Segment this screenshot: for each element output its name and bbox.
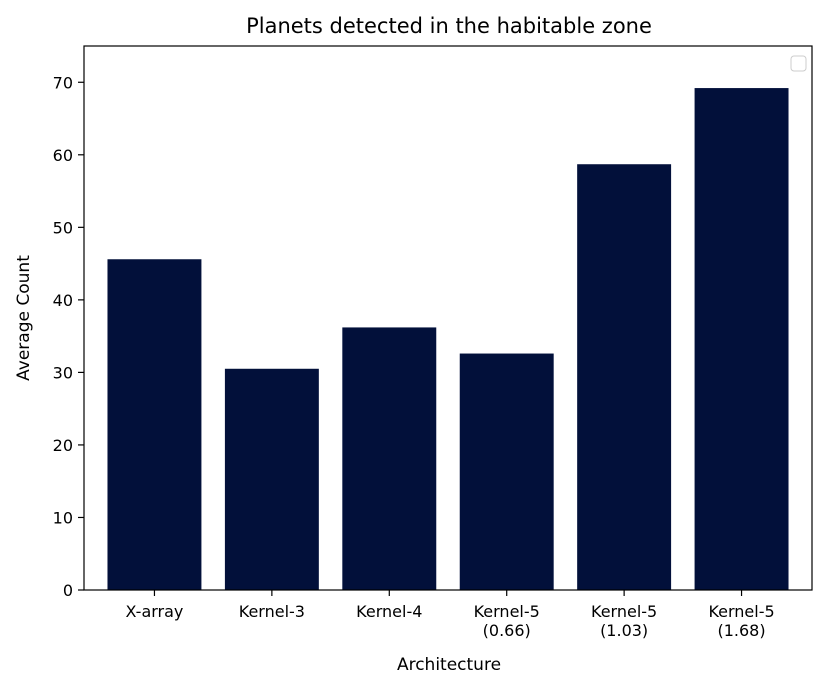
legend-box — [790, 55, 807, 72]
x-tick-label: Kernel-3 — [239, 602, 305, 621]
bar — [459, 353, 554, 590]
y-tick-label: 50 — [53, 218, 73, 237]
x-tick-label: Kernel-4 — [356, 602, 422, 621]
y-tick-label: 0 — [63, 581, 73, 600]
y-axis-label: Average Count — [14, 255, 34, 381]
plot-area-frame — [83, 45, 813, 591]
bar — [694, 88, 789, 590]
x-tick-label: Kernel-5 (1.03) — [591, 602, 657, 640]
x-axis-ticks: X-array Kernel-3 Kernel-4 Kernel-5 (0.66) Ker… — [126, 590, 775, 640]
x-axis-label: Architecture — [397, 655, 501, 675]
x-tick-label: Kernel-5 (1.68) — [708, 602, 774, 640]
y-tick-label: 60 — [53, 146, 73, 165]
x-tick-label: X-array — [126, 602, 184, 621]
y-tick-label: 10 — [53, 508, 73, 527]
y-tick-label: 30 — [53, 363, 73, 382]
bar — [577, 164, 672, 591]
y-tick-label: 20 — [53, 436, 73, 455]
y-tick-label: 40 — [53, 291, 73, 310]
bar — [107, 259, 202, 590]
bar — [224, 368, 319, 590]
y-axis-ticks: 0 10 20 30 40 50 60 70 — [53, 73, 84, 600]
chart-title: Planets detected in the habitable zone — [246, 14, 652, 38]
bar — [342, 327, 437, 590]
x-tick-label: Kernel-5 (0.66) — [474, 602, 540, 640]
bars-group — [107, 88, 789, 591]
y-tick-label: 70 — [53, 73, 73, 92]
